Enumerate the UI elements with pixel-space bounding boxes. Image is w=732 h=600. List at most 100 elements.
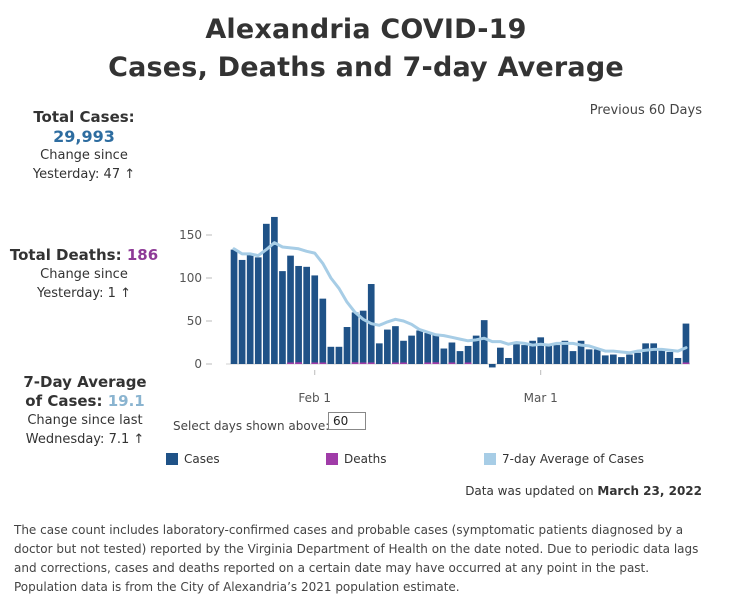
case-bar — [634, 352, 641, 364]
total-cases-change-text: Yesterday: 47 ↑ — [32, 167, 136, 182]
y-tick-label: 150 — [179, 228, 202, 242]
legend-cases-label: Cases — [184, 452, 220, 466]
case-bar — [295, 265, 302, 364]
case-bar — [505, 357, 512, 364]
case-bar — [682, 323, 690, 364]
case-bar — [456, 351, 464, 364]
case-bar — [230, 249, 238, 364]
updated-date: March 23, 2022 — [597, 484, 702, 498]
case-bar — [577, 340, 585, 364]
case-bar — [287, 255, 294, 364]
legend-cases-swatch — [166, 453, 178, 465]
case-bar — [537, 337, 545, 364]
total-cases-label: Total Cases: — [33, 108, 135, 126]
total-cases-value: 29,993 — [53, 127, 115, 146]
case-bar — [529, 340, 536, 364]
death-bar — [432, 362, 440, 364]
death-bar — [295, 362, 302, 364]
case-bar — [279, 271, 286, 364]
total-deaths-header: Total Deaths: 186 — [8, 246, 160, 265]
case-bar — [271, 216, 278, 364]
case-bar — [585, 349, 593, 364]
legend-average-swatch — [484, 453, 496, 465]
death-bar — [464, 362, 472, 364]
case-bar — [375, 343, 383, 364]
case-bar — [392, 326, 399, 364]
case-bar — [488, 364, 496, 368]
total-deaths-change-text: Yesterday: 1 ↑ — [37, 286, 131, 301]
legend-deaths-swatch — [326, 453, 338, 465]
case-bar — [311, 275, 319, 364]
case-bar — [351, 312, 359, 364]
updated-note: Data was updated on March 23, 2022 — [465, 484, 702, 498]
legend-deaths[interactable]: Deaths — [326, 452, 387, 466]
case-bar — [658, 350, 666, 364]
case-bar — [327, 346, 335, 364]
period-label: Previous 60 Days — [589, 103, 702, 118]
case-bar — [513, 344, 520, 364]
total-deaths-stat: Total Deaths: 186 Change since Yesterday… — [8, 246, 160, 303]
case-bar — [521, 345, 528, 364]
case-bar — [335, 346, 343, 364]
case-bar — [561, 340, 569, 364]
case-bar — [440, 348, 448, 364]
case-bar — [609, 354, 617, 364]
death-bar — [319, 362, 327, 364]
legend-cases[interactable]: Cases — [166, 452, 220, 466]
legend-deaths-label: Deaths — [344, 452, 387, 466]
case-bar — [642, 343, 649, 364]
case-bar — [432, 334, 440, 364]
case-bar — [400, 340, 407, 364]
case-bar — [480, 320, 488, 364]
total-deaths-change-label: Change since — [40, 267, 128, 282]
y-tick-label: 0 — [194, 357, 202, 371]
case-bar — [416, 330, 423, 364]
select-days-label: Select days shown above: — [173, 419, 330, 433]
case-bar — [593, 349, 601, 364]
death-bar — [448, 362, 456, 364]
case-bar — [408, 335, 415, 364]
case-bar — [601, 355, 609, 364]
chart-title-line1: Alexandria COVID-19 — [205, 14, 527, 45]
case-bar — [626, 354, 633, 364]
case-bar — [472, 335, 480, 364]
case-bar — [497, 347, 504, 364]
death-bar — [311, 362, 319, 364]
total-deaths-label: Total Deaths: — [9, 246, 122, 264]
total-cases-change-label: Change since — [40, 148, 128, 163]
death-bar — [682, 362, 690, 364]
case-bar — [618, 357, 625, 364]
case-bar — [384, 329, 391, 364]
case-bar — [424, 333, 432, 364]
death-bar — [400, 362, 407, 364]
days-shown-input[interactable]: 60 — [328, 412, 366, 430]
avg-label-line2-wrap: of Cases: 19.1 — [12, 392, 158, 411]
case-bar — [569, 351, 577, 364]
avg-change-label: Change since last — [27, 413, 143, 428]
avg-change-text: Wednesday: 7.1 ↑ — [25, 432, 145, 447]
death-bar — [351, 362, 359, 364]
case-bar — [464, 345, 472, 364]
updated-prefix: Data was updated on — [465, 484, 598, 498]
total-deaths-value: 186 — [126, 246, 159, 264]
case-bar — [303, 266, 311, 364]
total-cases-stat: Total Cases: 29,993 Change since Yesterd… — [20, 108, 148, 184]
footnote: The case count includes laboratory-confi… — [14, 523, 699, 594]
legend-average[interactable]: 7-day Average of Cases — [484, 452, 644, 466]
case-bar — [553, 345, 561, 364]
cases-chart: 0 50 100 150 Feb 1 Mar 1 — [179, 216, 690, 405]
avg-value: 19.1 — [107, 392, 145, 410]
case-bar — [343, 327, 351, 364]
x-tick-label: Mar 1 — [524, 391, 558, 405]
death-bar — [392, 362, 399, 364]
avg-label-line2: of Cases: — [25, 392, 103, 410]
death-bar — [287, 362, 294, 364]
death-bar — [359, 362, 367, 364]
y-tick-label: 100 — [179, 271, 202, 285]
case-bar — [650, 343, 658, 364]
case-bar — [545, 345, 553, 364]
average-line — [232, 241, 688, 355]
avg-label-line1: 7-Day Average — [23, 373, 147, 391]
case-bar — [359, 310, 367, 364]
case-bar — [238, 259, 246, 364]
